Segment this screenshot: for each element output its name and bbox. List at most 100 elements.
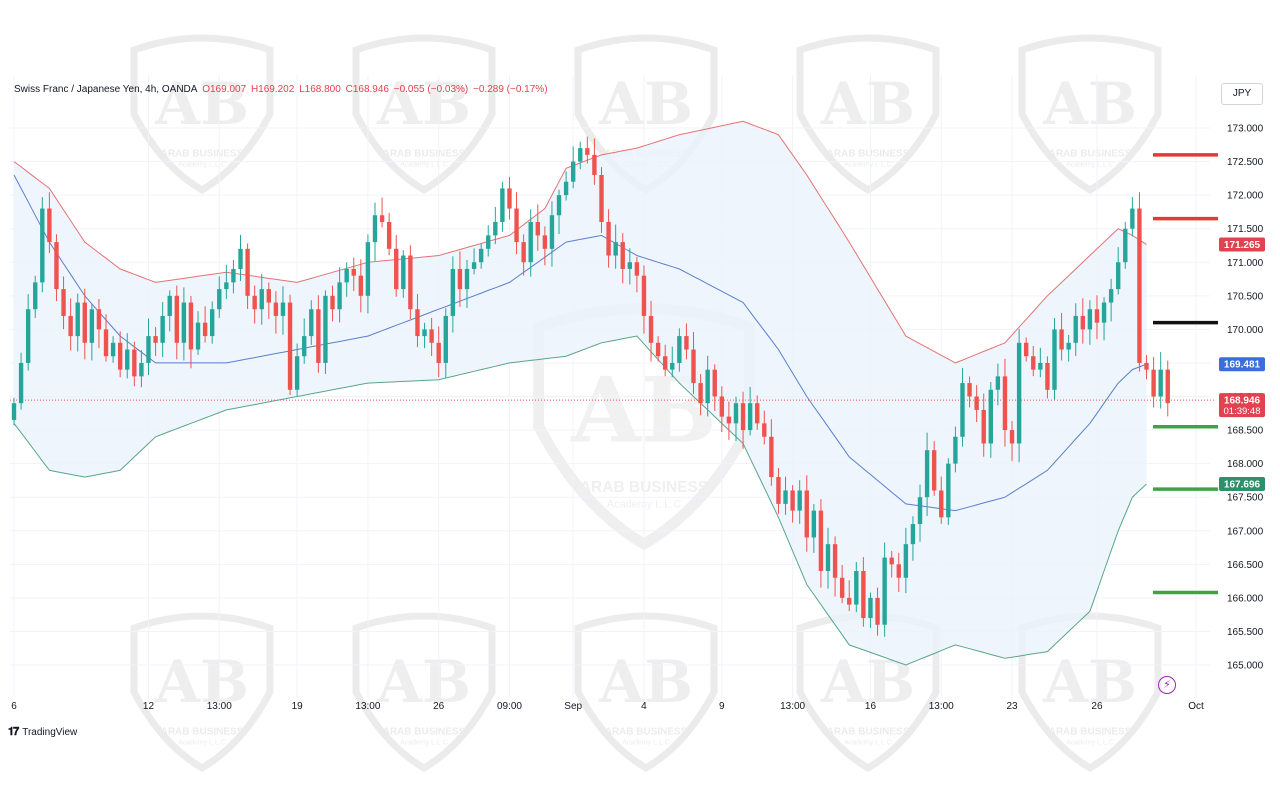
tradingview-brand[interactable]: 𝟏𝟕 TradingView (8, 726, 77, 739)
candle (11, 397, 17, 426)
axis-layer: 173.000 172.500 172.000 171.500 171.000 170.5… (11, 124, 1265, 712)
candle-body (740, 403, 746, 431)
candle (422, 322, 427, 349)
candle (132, 341, 137, 387)
candle (832, 536, 838, 597)
candle-body (259, 289, 264, 310)
candle-body (684, 336, 689, 350)
last-price-tag-text: 168.946 (1224, 396, 1261, 407)
watermark-line2: Academy L.L.C (400, 739, 448, 746)
lightning-icon[interactable]: ⚡ (1158, 676, 1176, 694)
candle (1137, 192, 1142, 372)
candle (146, 318, 151, 376)
candle-body (68, 315, 73, 337)
candle (818, 499, 824, 588)
candle (96, 298, 102, 349)
candle (1059, 313, 1064, 361)
x-tick-label: 13:00 (929, 701, 954, 712)
watermark-line1: ARAB BUSINESS (383, 726, 466, 737)
candle (450, 256, 456, 333)
candle-body (875, 597, 880, 625)
lower-band-tag-bg (1219, 477, 1265, 492)
candle (238, 234, 243, 282)
currency-button[interactable]: JPY (1221, 83, 1263, 105)
x-tick-label: 12 (143, 701, 155, 712)
candle-body (691, 349, 696, 384)
legend-symbol: Swiss Franc / Japanese Yen, 4h, OANDA (14, 84, 198, 95)
legend-close: C168.946 (345, 84, 389, 95)
candle (75, 293, 80, 352)
candle-body (231, 268, 236, 283)
candle-body (457, 268, 463, 290)
candle-body (776, 477, 781, 504)
watermark-line2: Academy L.L.C (1066, 161, 1114, 168)
candle-body (648, 315, 654, 343)
candle (670, 346, 675, 378)
candle (457, 251, 463, 307)
candle-body (1101, 302, 1107, 323)
watermark-line1: ARAB BUSINESS (605, 726, 688, 737)
y-tick-label: 173.000 (1227, 124, 1264, 135)
candle-body (358, 275, 364, 296)
shield-outline (1018, 612, 1162, 773)
candle (570, 146, 576, 189)
candle-body (953, 436, 958, 464)
shield-letters: AB (376, 70, 471, 138)
y-tick-label: 172.000 (1227, 191, 1264, 202)
watermark-line2: Academy L.L.C (844, 161, 892, 168)
candle-body (1080, 315, 1086, 330)
y-tick-label: 168.500 (1227, 426, 1264, 437)
watermark-line2: Academy L.L.C (844, 739, 892, 746)
y-tick-label: 165.000 (1227, 661, 1264, 672)
x-tick-label: 16 (865, 701, 877, 712)
candle-body (18, 362, 24, 404)
candle-body (818, 510, 824, 572)
candle-body (401, 255, 406, 290)
candle (365, 234, 371, 314)
candle-body (762, 423, 767, 437)
candle (408, 245, 413, 320)
shield-letters: AB (1042, 70, 1137, 138)
candle (443, 308, 448, 379)
shield-letters: AB (376, 648, 471, 716)
candle-body (372, 215, 378, 243)
shield-outline (796, 34, 940, 195)
candle (153, 327, 158, 357)
candle (839, 565, 845, 604)
watermark-top-1: AB ARAB BUSINESS Academy L.L.C (352, 34, 496, 195)
candle (61, 276, 66, 330)
candle (54, 234, 59, 302)
candle (1165, 360, 1170, 417)
y-tick-label: 167.000 (1227, 526, 1264, 537)
shield-outline (574, 612, 718, 773)
levels-layer (1153, 153, 1218, 595)
y-tick-label: 165.500 (1227, 627, 1264, 638)
candle-body (1137, 208, 1142, 363)
candle-body (769, 436, 774, 478)
candle-body (245, 248, 250, 296)
candle-body (563, 181, 569, 196)
candle-body (464, 268, 470, 290)
candle (896, 552, 901, 593)
candle-body (549, 215, 555, 249)
candle-body (287, 302, 293, 390)
candle-body (726, 416, 732, 424)
candle (528, 209, 533, 277)
candle-body (1123, 228, 1128, 263)
candle-body (931, 450, 937, 491)
watermark-top-0: AB ARAB BUSINESS Academy L.L.C (130, 34, 274, 195)
candle-body (889, 557, 894, 565)
candle-body (280, 302, 286, 316)
candle (1016, 328, 1022, 463)
legend-change: −0.055 (−0.03%) (393, 84, 469, 95)
candle-body (1130, 208, 1135, 229)
y-tick-label: 171.500 (1227, 224, 1264, 235)
legend-low: L168.800 (299, 84, 341, 95)
candle (401, 250, 406, 298)
symbol-legend[interactable]: Swiss Franc / Japanese Yen, 4h, OANDA O1… (14, 84, 550, 95)
candle-body (224, 282, 229, 290)
candle (82, 288, 87, 360)
candle-body (535, 221, 540, 236)
candle-body (110, 342, 116, 357)
